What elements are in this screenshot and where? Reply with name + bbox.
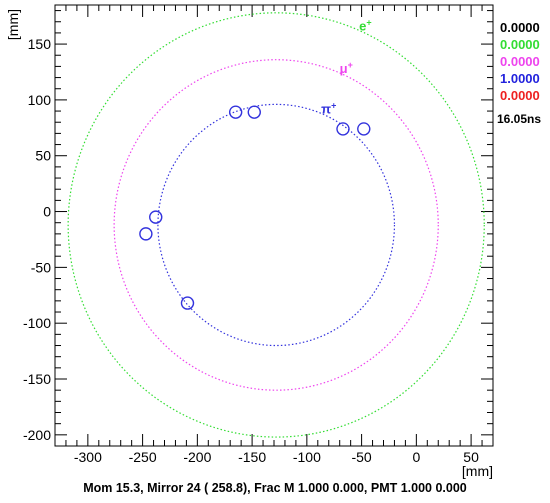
event-summary: Mom 15.3, Mirror 24 ( 258.8), Frac M 1.0… [83, 481, 467, 495]
y-tick-label: 100 [28, 92, 52, 108]
plot-frame [54, 4, 494, 447]
ring-pi+ [157, 103, 396, 347]
hit-marker [357, 122, 371, 136]
x-tick-label: -100 [293, 449, 321, 465]
y-tick-label: -50 [31, 259, 51, 275]
y-tick-label: 0 [43, 204, 51, 220]
hit-marker [247, 105, 261, 119]
y-axis-label: [mm] [5, 9, 21, 40]
x-tick-label: 0 [412, 449, 420, 465]
legend-value-proton: 0.0000 [500, 88, 540, 103]
timing-label: 16.05ns [497, 112, 542, 126]
hit-marker [336, 122, 350, 136]
x-tick-label: -300 [74, 449, 102, 465]
x-tick-label: -200 [183, 449, 211, 465]
x-tick-label: -150 [238, 449, 266, 465]
ring-label-mu+: μ+ [340, 60, 353, 76]
y-tick-label: 150 [28, 36, 52, 52]
y-tick-label: -100 [23, 315, 51, 331]
hit-marker [149, 210, 163, 224]
legend-value-muon: 0.0000 [500, 54, 540, 69]
ring-e+ [67, 12, 485, 438]
y-tick-label: 50 [35, 148, 51, 164]
x-tick-label: 50 [463, 449, 479, 465]
ring-mu+ [113, 59, 439, 391]
y-tick-label: -200 [23, 427, 51, 443]
legend-value-pion: 1.0000 [500, 71, 540, 86]
legend-value-electron: 0.0000 [500, 37, 540, 52]
y-tick-label: -150 [23, 371, 51, 387]
x-tick-label: -250 [129, 449, 157, 465]
hit-marker [228, 105, 243, 119]
hit-marker [180, 296, 195, 310]
legend-value-total: 0.0000 [500, 20, 540, 35]
ring-label-pi+: π+ [321, 101, 336, 117]
x-axis-label: [mm] [462, 463, 493, 479]
ring-label-e+: e+ [359, 18, 372, 34]
x-tick-label: -50 [351, 449, 371, 465]
hit-marker [139, 227, 153, 241]
